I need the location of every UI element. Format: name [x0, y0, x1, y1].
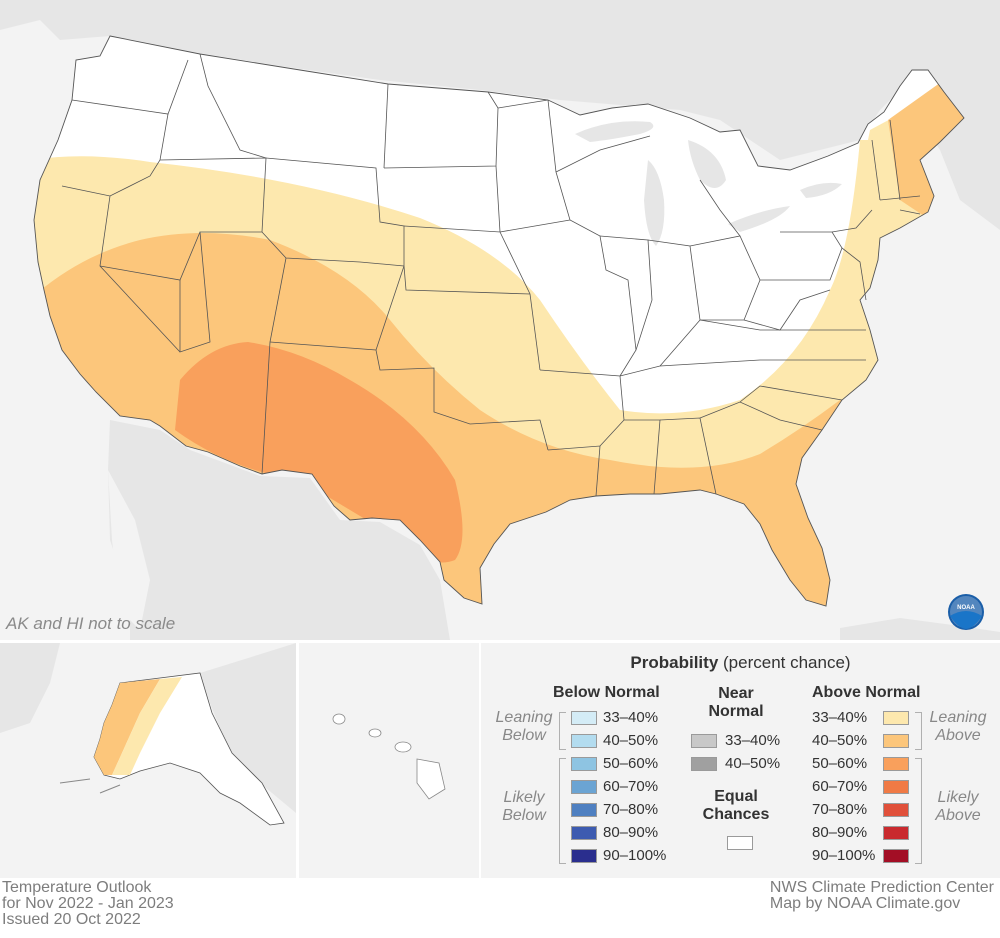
likely-below-bracket [559, 758, 566, 864]
lake-michigan [644, 160, 665, 246]
below-swatch-4 [571, 780, 597, 794]
canada-landmass-ak [200, 643, 296, 813]
below-label-3: 50–60% [603, 755, 659, 772]
hawaii-map [299, 643, 479, 878]
near-swatch-2 [691, 757, 717, 771]
leaning-above-bracket [915, 712, 922, 750]
above-swatch-3 [883, 757, 909, 771]
below-swatch-3 [571, 757, 597, 771]
below-label-7: 90–100% [603, 847, 667, 864]
near-label-2: 40–50% [725, 755, 781, 772]
alaska-above-40-50 [94, 679, 160, 775]
below-swatch-1 [571, 711, 597, 725]
equal-chances-heading: Equal Chances [702, 788, 770, 823]
likely-above-bracket [915, 758, 922, 864]
noaa-logo: NOAA [948, 594, 984, 630]
conus-map: NOAA [0, 0, 1000, 640]
credit-cpc: NWS Climate Prediction Center [769, 879, 994, 896]
below-label-6: 80–90% [603, 824, 659, 841]
zone-above-40-50-northeast [888, 40, 964, 230]
above-label-5: 70–80% [812, 801, 868, 818]
above-label-7: 90–100% [812, 847, 876, 864]
below-label-5: 70–80% [603, 801, 659, 818]
oahu-island [368, 728, 382, 738]
lake-ontario [800, 182, 842, 198]
lake-erie [728, 206, 790, 232]
outlook-issued: Issued 20 Oct 2022 [2, 911, 141, 928]
below-swatch-7 [571, 849, 597, 863]
above-label-6: 80–90% [812, 824, 868, 841]
outlook-caption: Temperature Outlook for Nov 2022 - Jan 2… [2, 880, 174, 928]
lake-huron [688, 140, 726, 188]
zone-above-50-60 [175, 342, 463, 563]
leaning-below-label: Leaning Below [495, 709, 553, 744]
near-normal-heading: Near Normal [708, 685, 764, 720]
near-swatch-1 [691, 734, 717, 748]
likely-above-label: Likely Above [935, 789, 981, 824]
equal-chances-swatch [727, 836, 753, 850]
big-island [416, 758, 446, 800]
cuba-island [840, 618, 1000, 640]
leaning-above-label: Leaning Above [929, 709, 987, 744]
below-swatch-2 [571, 734, 597, 748]
below-normal-heading: Below Normal [553, 684, 660, 701]
above-label-1: 33–40% [812, 709, 868, 726]
below-swatch-6 [571, 826, 597, 840]
canada-landmass [0, 0, 1000, 230]
above-swatch-7 [883, 849, 909, 863]
below-label-1: 33–40% [603, 709, 659, 726]
leaning-below-bracket [559, 712, 566, 750]
kauai-island [332, 713, 346, 725]
alaska-above-33-40 [112, 677, 182, 775]
below-label-4: 60–70% [603, 778, 659, 795]
outlook-title: Temperature Outlook [2, 879, 152, 896]
legend: Probability (percent chance) Below Norma… [481, 643, 1000, 878]
noaa-logo-text: NOAA [957, 605, 975, 611]
above-label-3: 50–60% [812, 755, 868, 772]
above-normal-heading: Above Normal [812, 684, 921, 701]
above-swatch-2 [883, 734, 909, 748]
maui-island [394, 741, 412, 753]
lake-superior [575, 121, 654, 142]
above-swatch-4 [883, 780, 909, 794]
credit-caption: NWS Climate Prediction Center Map by NOA… [770, 880, 994, 912]
above-swatch-6 [883, 826, 909, 840]
below-label-2: 40–50% [603, 732, 659, 749]
below-swatch-5 [571, 803, 597, 817]
above-label-4: 60–70% [812, 778, 868, 795]
scale-note: AK and HI not to scale [6, 614, 176, 633]
outlook-period: for Nov 2022 - Jan 2023 [2, 895, 174, 912]
alaska-map [0, 643, 296, 878]
near-label-1: 33–40% [725, 732, 781, 749]
legend-title: Probability (percent chance) [630, 653, 851, 672]
mexico-landmass [108, 420, 450, 640]
state-borders [61, 53, 921, 497]
likely-below-label: Likely Below [502, 789, 546, 824]
above-swatch-1 [883, 711, 909, 725]
russia-landmass [0, 643, 60, 733]
credit-climate-gov: Map by NOAA Climate.gov [769, 895, 961, 912]
above-label-2: 40–50% [812, 732, 868, 749]
above-swatch-5 [883, 803, 909, 817]
